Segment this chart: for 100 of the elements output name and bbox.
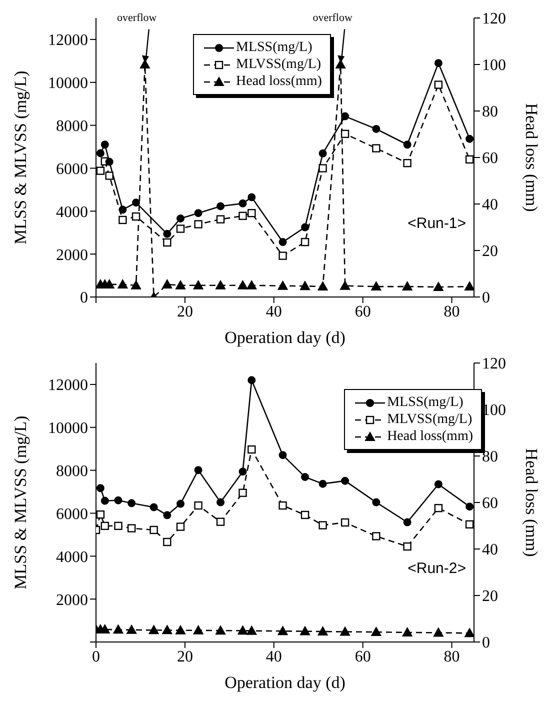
y-tick-label: 4000: [56, 548, 88, 566]
point: [434, 504, 443, 512]
point: [278, 238, 287, 246]
point: [278, 280, 288, 290]
point: [300, 281, 310, 290]
point: [216, 498, 225, 506]
y2-axis-title: Head loss (mm): [522, 103, 541, 212]
point: [465, 520, 474, 528]
point: [114, 522, 122, 530]
point: [132, 212, 140, 221]
point: [372, 124, 380, 133]
point: [100, 496, 109, 505]
point: [278, 501, 287, 510]
point: [194, 209, 202, 218]
y2-axis-title: Head loss (mm): [522, 448, 541, 557]
point: [238, 488, 247, 497]
point: [127, 524, 136, 532]
y-tick-label: 6000: [56, 160, 88, 178]
point: [118, 216, 127, 224]
point: [340, 130, 350, 138]
point: [318, 149, 327, 158]
x-tick-label: 20: [176, 303, 193, 320]
point: [464, 282, 474, 291]
x-tick-label: 40: [266, 303, 282, 320]
point: [238, 280, 248, 290]
point: [175, 280, 186, 290]
y2-tick-label: 0: [482, 290, 490, 307]
point: [248, 376, 256, 384]
y-tick-label: 2000: [56, 592, 88, 609]
y-tick-label: 10000: [48, 420, 88, 438]
point: [318, 282, 328, 291]
point: [318, 521, 327, 530]
point: [340, 518, 350, 527]
point: [216, 215, 225, 224]
y-tick-label: 8000: [56, 118, 88, 135]
y2-tick-label: 100: [482, 57, 506, 74]
point: [176, 500, 184, 508]
legend-label: Head loss(mm): [387, 429, 473, 444]
y2-tick-label: 120: [482, 10, 506, 28]
point: [402, 282, 412, 291]
point: [194, 220, 202, 228]
point: [162, 279, 172, 288]
x-axis-title: Operation day (d): [224, 673, 346, 692]
point: [238, 468, 247, 476]
y-tick-label: 8000: [56, 462, 88, 480]
y2-tick-label: 60: [482, 495, 498, 512]
y-axis-title: MLSS & MLVSS (mg/L): [11, 70, 30, 244]
y2-tick-label: 100: [482, 402, 506, 420]
point: [150, 526, 158, 534]
y-tick-label: 12000: [48, 32, 88, 50]
point: [163, 230, 172, 238]
y-tick-label: 12000: [48, 377, 88, 394]
y-tick-label: 6000: [56, 506, 88, 523]
y2-tick-label: 20: [482, 243, 498, 260]
point: [194, 501, 202, 510]
point: [176, 522, 185, 531]
point: [300, 238, 310, 246]
point: [96, 149, 104, 158]
x-tick-label: 60: [354, 648, 371, 666]
point: [150, 503, 158, 512]
point: [163, 238, 172, 247]
y2-tick-label: 80: [482, 448, 498, 466]
point: [301, 223, 310, 232]
point: [371, 282, 382, 291]
point: [216, 202, 225, 210]
annotation: overflow: [312, 12, 352, 24]
point: [100, 140, 109, 149]
point: [100, 522, 109, 530]
y2-tick-label: 0: [482, 634, 490, 652]
point: [433, 282, 444, 292]
point: [336, 60, 346, 68]
point: [403, 518, 412, 526]
point: [466, 134, 474, 143]
y2-tick-label: 20: [482, 588, 498, 606]
y2-tick-label: 60: [482, 150, 498, 168]
point: [128, 499, 136, 508]
point: [248, 193, 256, 202]
point: [301, 472, 310, 481]
point: [248, 208, 256, 218]
point: [114, 496, 122, 504]
y2-tick-label: 80: [482, 104, 498, 121]
y-axis-title: MLSS & MLVSS (mg/L): [11, 416, 30, 590]
point: [278, 451, 287, 460]
x-tick-label: 80: [444, 648, 460, 666]
point: [434, 480, 442, 488]
y-tick-label: 2000: [56, 246, 88, 264]
x-tick-label: 60: [354, 303, 371, 320]
point: [131, 280, 142, 290]
point: [248, 445, 256, 454]
x-tick-label: 0: [92, 648, 100, 666]
point: [163, 511, 172, 520]
point: [216, 280, 226, 290]
point: [176, 214, 184, 222]
y-tick-label: 10000: [48, 75, 88, 92]
x-tick-label: 40: [266, 648, 282, 666]
legend-label: Head loss(mm): [236, 74, 322, 89]
y2-tick-label: 40: [482, 196, 498, 214]
legend-label: MLSS(mg/L): [387, 395, 464, 410]
x-tick-label: 80: [444, 303, 460, 320]
point: [118, 279, 128, 288]
